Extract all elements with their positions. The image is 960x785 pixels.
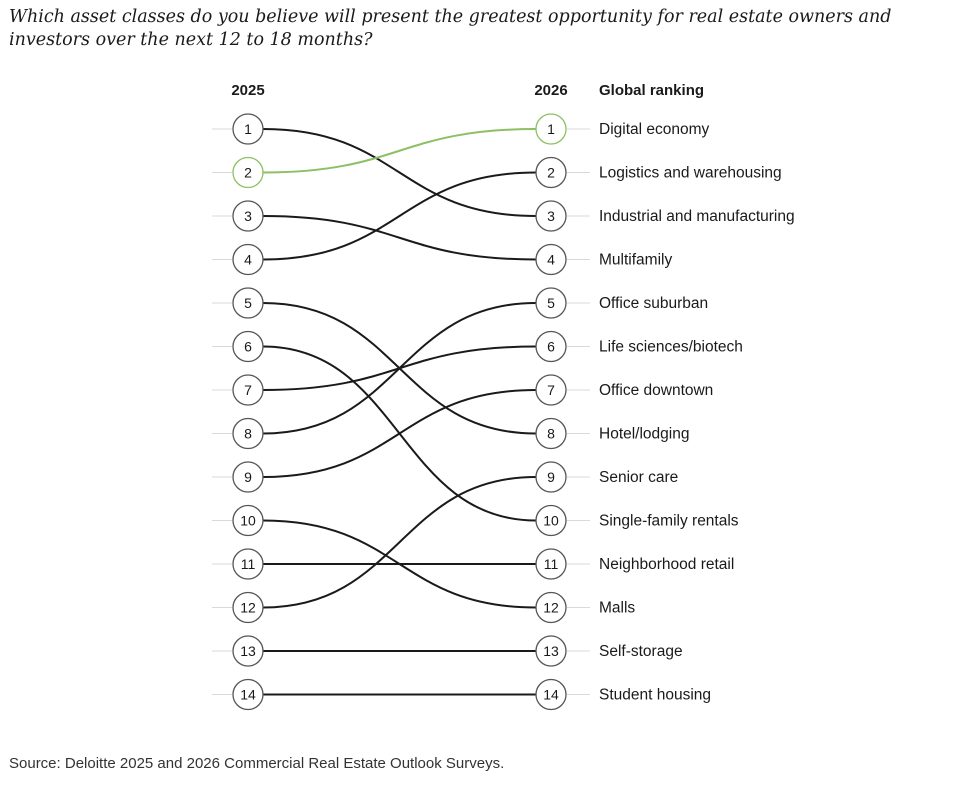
rank-circle-2025-4 xyxy=(232,243,264,276)
category-label-malls: Malls xyxy=(599,600,635,617)
rank-circle-2026-8 xyxy=(535,417,567,450)
left-year-header: 2025 xyxy=(231,82,264,99)
rank-number-2025-1: 1 xyxy=(244,121,252,137)
category-label-multifamily: Multifamily xyxy=(599,252,672,269)
rank-circle-2025-11 xyxy=(232,548,264,580)
rank-number-2025-9: 9 xyxy=(244,469,252,485)
series-line-malls xyxy=(262,519,537,609)
series-line-multifamily xyxy=(262,215,537,261)
rank-number-2026-14: 14 xyxy=(543,687,559,703)
rank-number-2026-10: 10 xyxy=(543,513,559,529)
series-line-logistics-and-warehousing xyxy=(262,171,537,261)
rank-number-2025-3: 3 xyxy=(244,208,252,224)
series-line-senior-care xyxy=(262,476,537,609)
category-label-self-storage: Self-storage xyxy=(599,643,683,660)
rank-number-2025-5: 5 xyxy=(244,295,252,311)
source-note: Source: Deloitte 2025 and 2026 Commercia… xyxy=(9,755,505,772)
series-line-hotel-lodging xyxy=(262,302,537,435)
rank-number-2026-2: 2 xyxy=(547,165,555,181)
rank-circle-2025-14 xyxy=(232,678,264,711)
rank-circle-2026-6 xyxy=(535,330,567,363)
rank-number-2026-9: 9 xyxy=(547,469,555,485)
rank-number-2026-13: 13 xyxy=(543,643,559,659)
rank-number-2025-14: 14 xyxy=(240,687,256,703)
rank-circle-2026-3 xyxy=(535,200,567,232)
category-label-single-family-rentals: Single-family rentals xyxy=(599,513,739,530)
rank-circle-2026-11 xyxy=(535,548,567,580)
connector-lines xyxy=(262,128,537,696)
rank-circle-2025-12 xyxy=(232,591,264,624)
rank-number-2025-13: 13 xyxy=(240,643,256,659)
rank-circle-2025-8 xyxy=(232,417,264,450)
rank-number-2025-4: 4 xyxy=(244,252,252,268)
rank-circle-2025-3 xyxy=(232,200,264,232)
rank-circle-2026-13 xyxy=(535,635,567,667)
category-label-office-downtown: Office downtown xyxy=(599,382,713,399)
rank-circle-2026-7 xyxy=(535,374,567,406)
category-label-student-housing: Student housing xyxy=(599,687,711,704)
rank-number-2026-3: 3 xyxy=(547,208,555,224)
rank-circle-2025-6 xyxy=(232,330,264,363)
rank-circle-2026-12 xyxy=(535,591,567,624)
series-line-single-family-rentals xyxy=(262,345,537,522)
rank-circle-2025-5 xyxy=(232,287,264,319)
category-label-digital-economy: Digital economy xyxy=(599,121,710,138)
rank-number-2025-8: 8 xyxy=(244,426,252,442)
rank-number-2026-8: 8 xyxy=(547,426,555,442)
category-label-office-suburban: Office suburban xyxy=(599,295,708,312)
series-line-industrial-and-manufacturing xyxy=(262,128,537,217)
rank-number-2026-11: 11 xyxy=(544,556,559,572)
category-label-neighborhood-retail: Neighborhood retail xyxy=(599,556,734,573)
rank-circle-2026-4 xyxy=(535,243,567,276)
rank-number-2025-11: 11 xyxy=(241,556,256,572)
rank-number-2026-1: 1 xyxy=(547,121,555,137)
rank-circle-2025-7 xyxy=(232,374,264,406)
rank-number-2026-7: 7 xyxy=(547,382,555,398)
category-label-senior-care: Senior care xyxy=(599,469,678,486)
rank-circle-2025-2 xyxy=(232,156,264,189)
rank-circle-2025-1 xyxy=(232,113,264,145)
series-line-digital-economy xyxy=(262,128,537,174)
category-label-logistics-and-warehousing: Logistics and warehousing xyxy=(599,165,782,182)
rank-number-2025-12: 12 xyxy=(240,600,256,616)
category-label-industrial-and-manufacturing: Industrial and manufacturing xyxy=(599,208,795,225)
category-label-hotel-lodging: Hotel/lodging xyxy=(599,426,689,443)
right-year-header: 2026 xyxy=(534,82,567,99)
rank-number-2026-6: 6 xyxy=(547,339,555,355)
rank-circle-2025-9 xyxy=(232,461,264,493)
rank-circle-2026-14 xyxy=(535,678,567,711)
rank-number-2026-5: 5 xyxy=(547,295,555,311)
category-label-life-sciences-biotech: Life sciences/biotech xyxy=(599,339,743,356)
rank-number-2025-7: 7 xyxy=(244,382,252,398)
rank-number-2025-10: 10 xyxy=(240,513,256,529)
rank-circle-2025-10 xyxy=(232,504,264,537)
guide-lines xyxy=(212,128,590,695)
rank-circle-2026-9 xyxy=(535,461,567,493)
rank-circle-2025-13 xyxy=(232,635,264,667)
label-header: Global ranking xyxy=(599,82,704,99)
rank-circle-2026-10 xyxy=(535,504,567,537)
rank-number-2026-12: 12 xyxy=(543,600,559,616)
chart-question: Which asset classes do you believe will … xyxy=(9,7,892,50)
rank-circle-2026-5 xyxy=(535,287,567,319)
rank-number-2025-2: 2 xyxy=(244,165,252,181)
rank-number-2025-6: 6 xyxy=(244,339,252,355)
category-labels: Digital economy Logistics and warehousing… xyxy=(599,121,795,704)
rank-circle-2026-1 xyxy=(535,113,567,145)
rank-circle-2026-2 xyxy=(535,156,567,189)
rank-number-2026-4: 4 xyxy=(547,252,555,268)
